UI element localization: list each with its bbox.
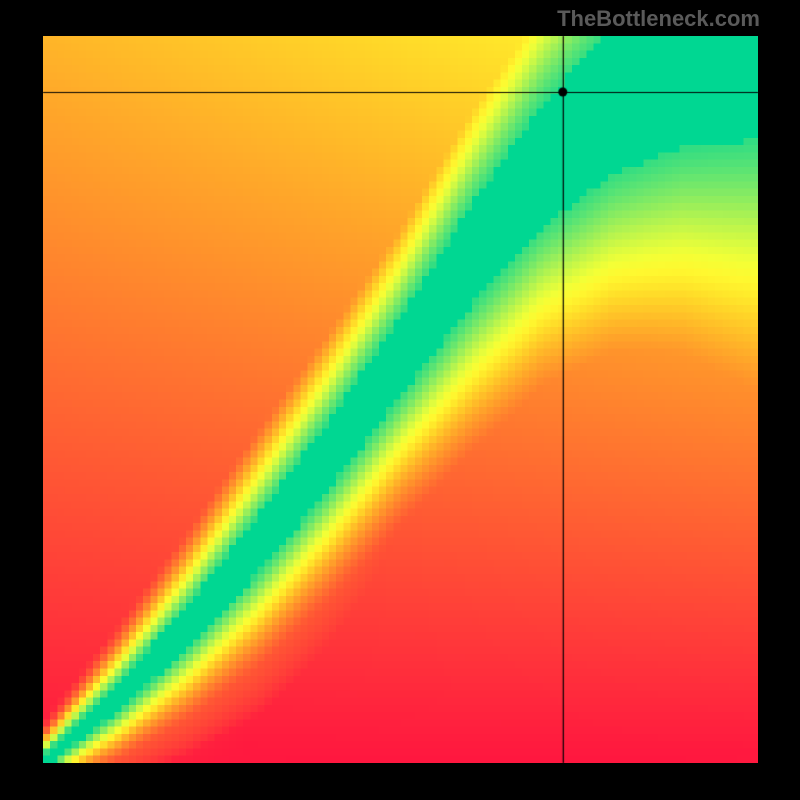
chart-container: TheBottleneck.com xyxy=(0,0,800,800)
crosshair-overlay xyxy=(0,0,800,800)
watermark-label: TheBottleneck.com xyxy=(557,6,760,32)
